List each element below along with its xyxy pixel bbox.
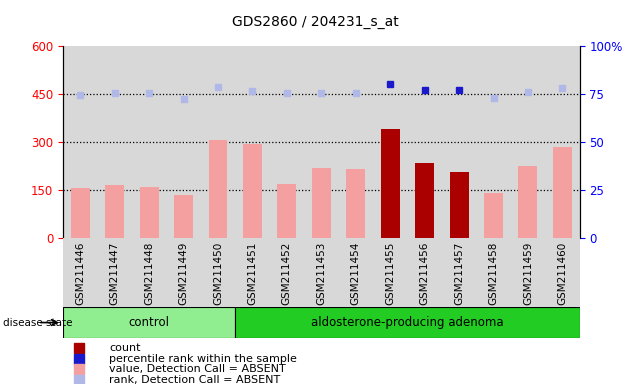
Bar xyxy=(174,195,193,238)
Bar xyxy=(346,169,365,238)
Bar xyxy=(450,172,469,238)
Bar xyxy=(243,144,262,238)
Text: GSM211456: GSM211456 xyxy=(420,242,430,305)
Text: GSM211446: GSM211446 xyxy=(75,242,85,305)
Bar xyxy=(553,147,572,238)
Text: value, Detection Call = ABSENT: value, Detection Call = ABSENT xyxy=(110,364,286,374)
Text: GSM211451: GSM211451 xyxy=(248,242,258,305)
Bar xyxy=(312,168,331,238)
Text: GSM211454: GSM211454 xyxy=(351,242,361,305)
Text: GSM211459: GSM211459 xyxy=(523,242,533,305)
Bar xyxy=(63,307,235,338)
Bar xyxy=(484,193,503,238)
Text: control: control xyxy=(129,316,169,329)
Bar xyxy=(71,189,89,238)
Bar xyxy=(105,185,124,238)
Bar xyxy=(518,166,537,238)
Text: GSM211453: GSM211453 xyxy=(316,242,326,305)
Bar xyxy=(235,307,580,338)
Text: GSM211448: GSM211448 xyxy=(144,242,154,305)
Text: GSM211450: GSM211450 xyxy=(213,242,223,305)
Bar xyxy=(209,141,227,238)
Text: GSM211447: GSM211447 xyxy=(110,242,120,305)
Text: GSM211449: GSM211449 xyxy=(178,242,188,305)
Bar xyxy=(140,187,159,238)
Text: GSM211452: GSM211452 xyxy=(282,242,292,305)
Text: percentile rank within the sample: percentile rank within the sample xyxy=(110,354,297,364)
Text: GDS2860 / 204231_s_at: GDS2860 / 204231_s_at xyxy=(232,15,398,29)
Bar xyxy=(277,184,296,238)
Bar xyxy=(415,163,434,238)
Text: disease state: disease state xyxy=(3,318,72,328)
Text: GSM211460: GSM211460 xyxy=(558,242,568,305)
Text: aldosterone-producing adenoma: aldosterone-producing adenoma xyxy=(311,316,504,329)
Bar xyxy=(381,129,399,238)
Text: GSM211458: GSM211458 xyxy=(488,242,498,305)
Text: GSM211455: GSM211455 xyxy=(385,242,395,305)
Text: count: count xyxy=(110,343,141,353)
Text: rank, Detection Call = ABSENT: rank, Detection Call = ABSENT xyxy=(110,375,280,384)
Text: GSM211457: GSM211457 xyxy=(454,242,464,305)
